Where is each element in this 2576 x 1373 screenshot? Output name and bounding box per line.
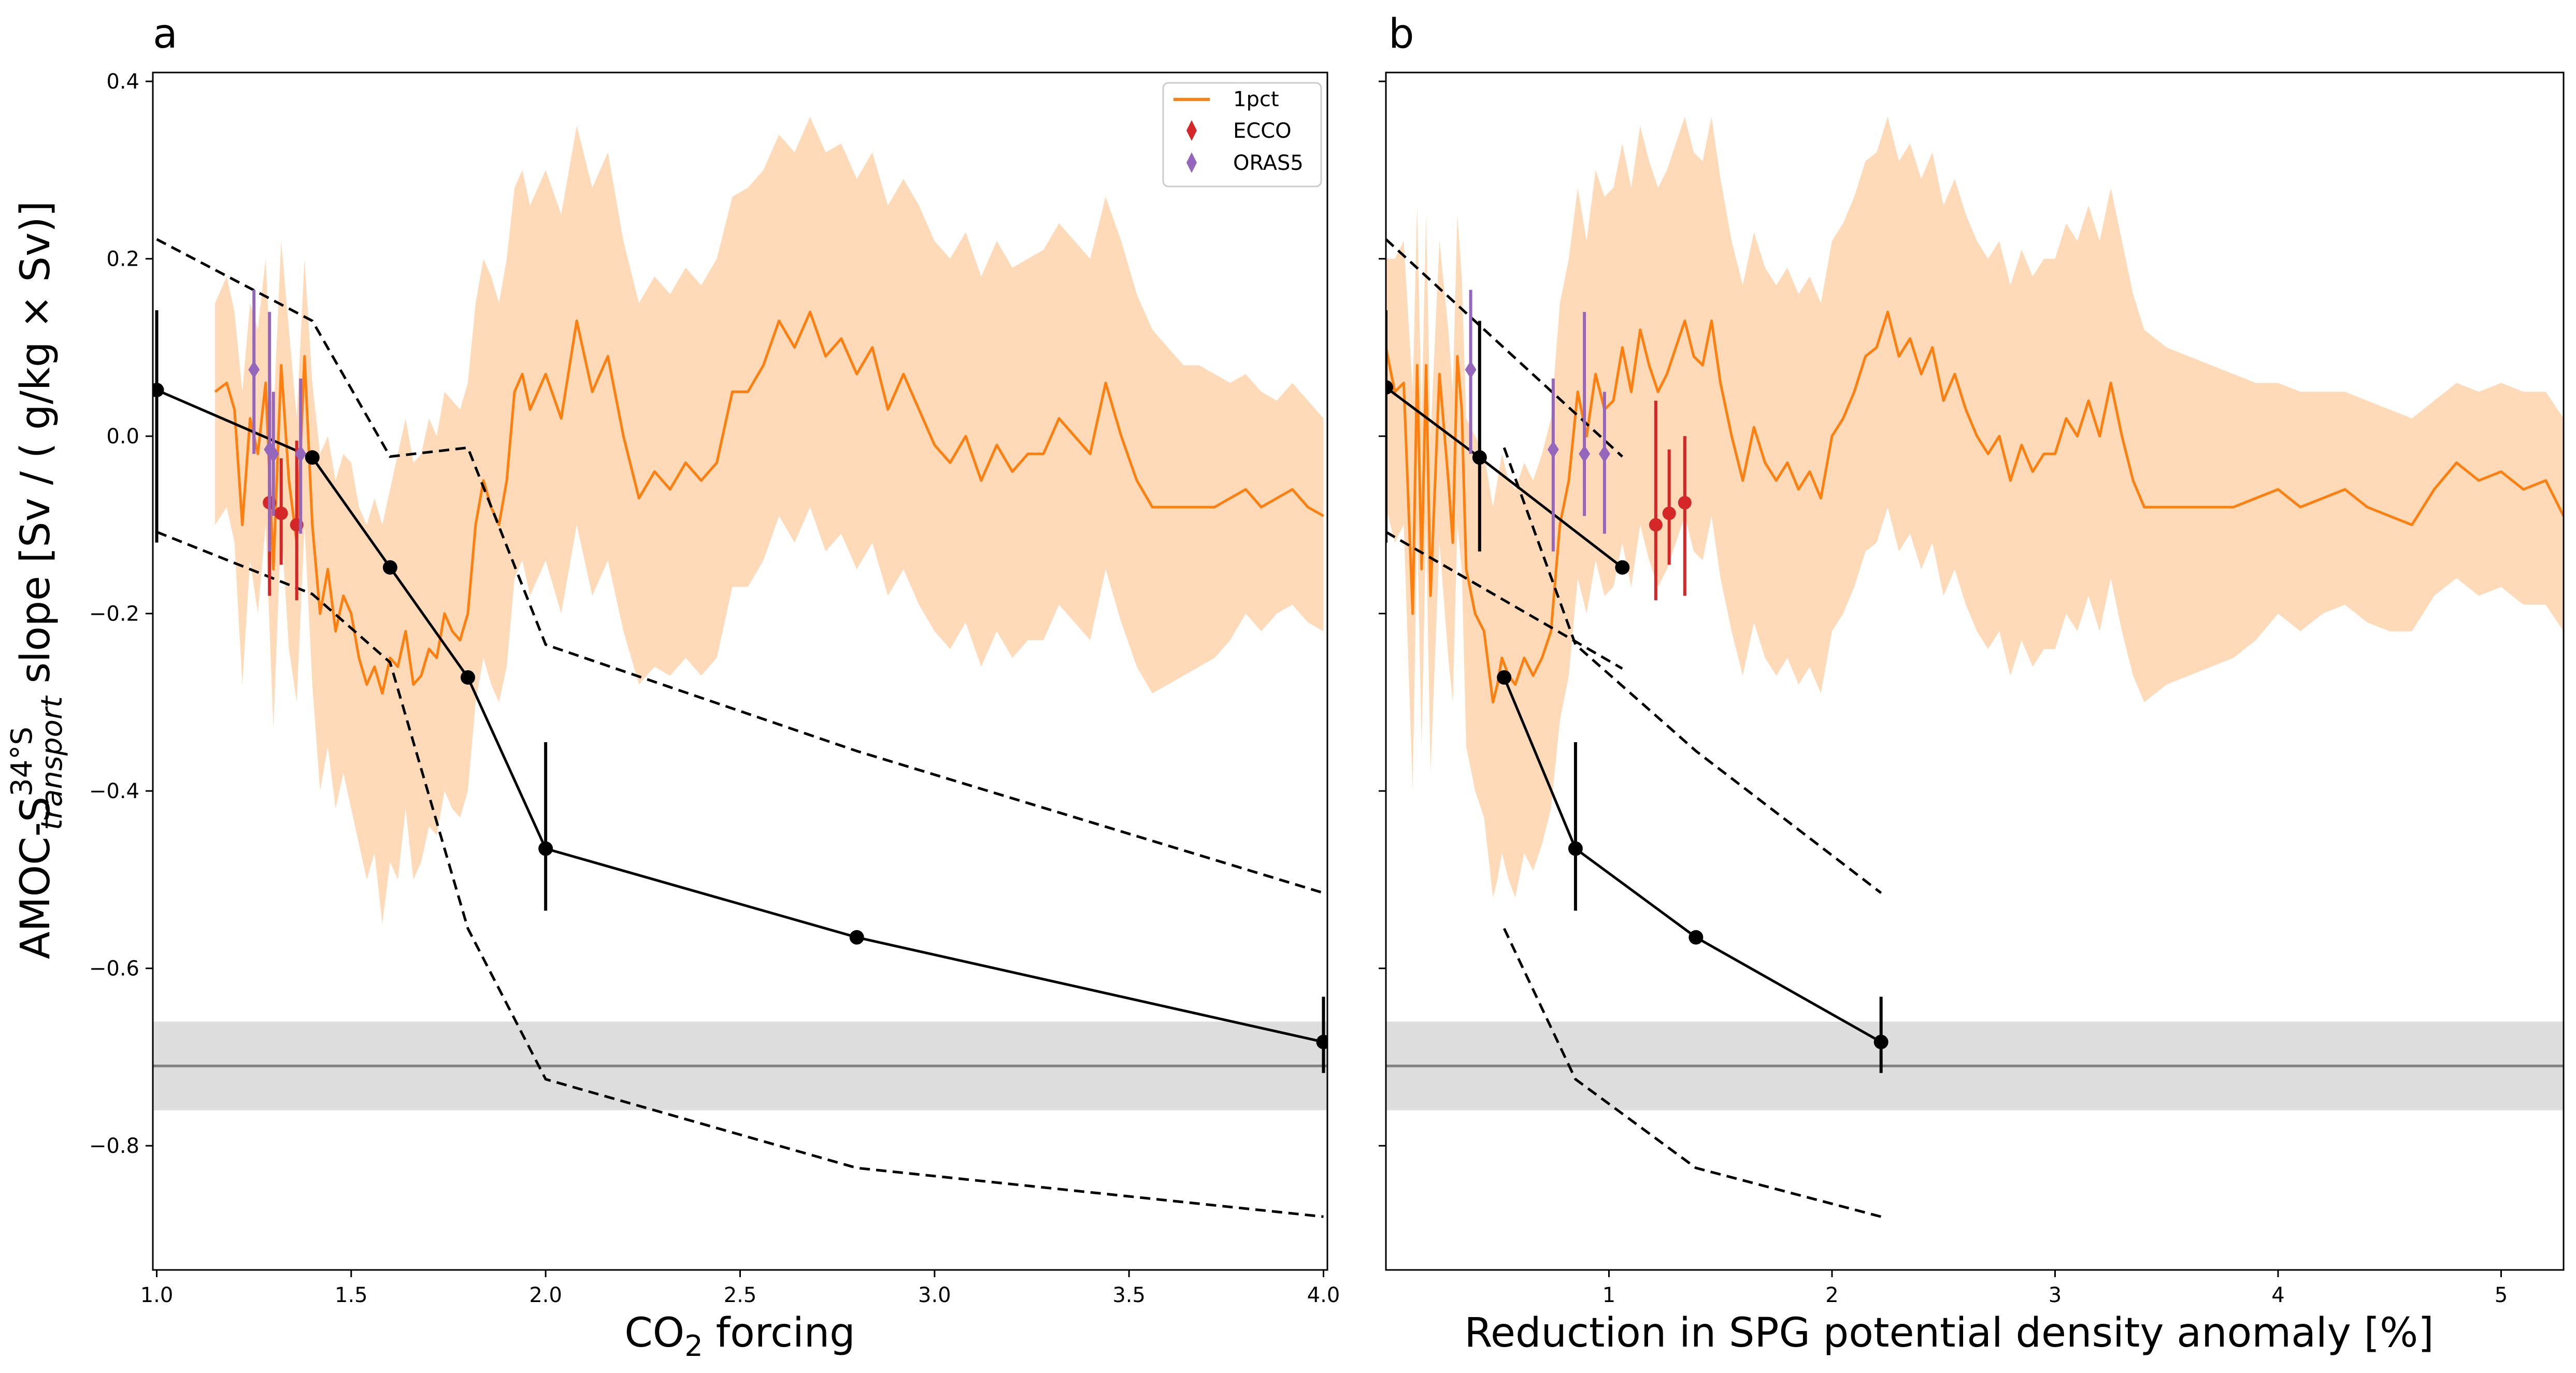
panel-b-fit-group2-point-1 [1568,841,1583,856]
panel-b-fit-group2-point-3 [1873,1034,1888,1049]
panel-a-fit-point-5 [849,930,864,945]
panel-a-xtick-label-1: 1.5 [335,1283,368,1307]
panel-a-xtick-label-4: 3.0 [918,1283,951,1307]
panel-b-xtick-label-2: 3 [2049,1283,2062,1307]
panel-a-xlabel-main: CO [624,1310,684,1356]
panel-a-ytick-label-4: −0.4 [89,779,139,803]
panel-a-xlabel-sub: 2 [684,1329,703,1363]
panel-a-ytick-label-0: 0.4 [106,70,139,94]
panel-a-xtick-label-0: 1.0 [140,1283,174,1307]
panel-a: 1.0 1.5 2.0 2.5 3.0 3.5 4.0 0.4 0.2 0.0 −0.2 −0.4 −0… [89,11,1340,1363]
panel-a-fit-lower-dashed [156,530,1324,1218]
panel-a-fit-point-3 [461,670,476,685]
panel-b-fit-group1-point-2 [1615,560,1630,575]
panel-b-plot-area [1386,117,2564,1218]
panel-b-axes: 1 2 3 4 5 [1379,71,2565,1307]
panel-b-fit-group2-point-0 [1497,670,1512,685]
panel-b-dashed-segment-2 [1502,447,1882,894]
panel-b-x-axis-label: Reduction in SPG potential density anoma… [1464,1310,2434,1356]
panel-b-xtick-label-1: 2 [1825,1283,1838,1307]
panel-b-dashed-segment-1 [1386,530,1623,670]
panel-a-ecco-point-1 [274,507,288,521]
legend: 1pct ECCO ORAS5 [1162,82,1322,187]
panel-a-xtick-label-2: 2.0 [529,1283,562,1307]
panel-a-plot-area [153,117,1327,1218]
panel-b-ecco-point-1 [1662,507,1676,521]
panel-a-fit-point-0 [153,383,164,398]
panel-a-axes: 1.0 1.5 2.0 2.5 3.0 3.5 4.0 0.4 0.2 0.0 −0.2 −0.4 −0… [89,70,1340,1307]
panel-b-clipped-content [1386,117,2564,1218]
legend-ecco-marker [1186,120,1197,141]
panel-b-oras5-point-0 [1465,360,1477,379]
panel-a-fit-point-2 [382,560,397,575]
panel-a-clipped-content [153,117,1327,1218]
panel-b-oras5-point-2 [1579,445,1591,463]
legend-oras5-label: ORAS5 [1233,151,1304,175]
panel-b-oras5-point-3 [1598,445,1610,463]
panel-b-frame [1385,71,2565,1271]
panel-b: 1 2 3 4 5 b Reduction in SPG potential densi… [1379,11,2565,1356]
panel-b-model-spread-band [1386,117,2564,898]
y-axis-label: AMOC-S34°Stransport slope [Sv / ( g/kg ×… [5,201,69,959]
y-axis-label-prefix: AMOC-S [12,797,59,959]
panel-a-xtick-label-5: 3.5 [1112,1283,1146,1307]
panel-b-label: b [1389,11,1414,57]
y-axis-label-sub: transport [35,695,69,830]
panel-a-oras5-point-0 [248,360,260,379]
legend-oras5-marker [1186,152,1197,173]
legend-1pct-label: 1pct [1233,88,1279,111]
panel-a-oras5-point-2 [267,445,279,463]
panel-b-xtick-label-0: 1 [1602,1283,1615,1307]
panel-b-fit-group2-line [1502,677,1882,1044]
panel-b-oras5-point-1 [1547,440,1559,458]
panel-a-ytick-label-1: 0.2 [106,248,139,271]
panel-a-model-line-1pct [214,310,1324,695]
panel-a-x-axis-label: CO2 forcing [624,1310,855,1363]
y-axis-label-suffix: slope [Sv / ( g/kg × Sv)] [12,201,59,696]
panel-a-fit-point-1 [305,450,320,465]
panel-a-fit-point-4 [538,841,553,856]
panel-a-ytick-label-2: 0.0 [106,425,139,449]
panel-b-xtick-label-4: 5 [2495,1283,2508,1307]
panel-a-ytick-label-3: −0.2 [89,602,139,626]
panel-a-model-spread-band [215,117,1324,924]
panel-a-fit-point-6 [1316,1034,1327,1049]
panel-a-xtick-label-3: 2.5 [724,1283,757,1307]
panel-b-xtick-label-3: 4 [2271,1283,2284,1307]
legend-frame [1162,82,1322,187]
legend-ecco-label: ECCO [1233,119,1292,143]
panel-a-ytick-label-5: −0.6 [89,957,139,981]
panel-b-model-line-1pct [1386,310,2564,704]
panel-b-fit-group1-point-1 [1472,450,1487,465]
panel-a-xlabel-tail: forcing [703,1310,855,1356]
panel-a-label: a [153,11,178,57]
panel-b-fit-group2-point-2 [1688,930,1704,945]
panel-a-fit-upper-dashed [156,238,1324,894]
panel-b-fit-group1-point-0 [1386,380,1393,395]
panel-a-xtick-label-6: 4.0 [1307,1283,1340,1307]
panel-b-dashed-segment-3 [1502,928,1882,1218]
y-axis-label-sup: 34°S [5,727,39,797]
panel-b-ecco-point-2 [1678,496,1692,510]
panel-a-ytick-label-6: −0.8 [89,1134,139,1158]
panel-b-ecco-point-0 [1649,518,1663,532]
panel-a-oras5-point-3 [295,445,307,463]
